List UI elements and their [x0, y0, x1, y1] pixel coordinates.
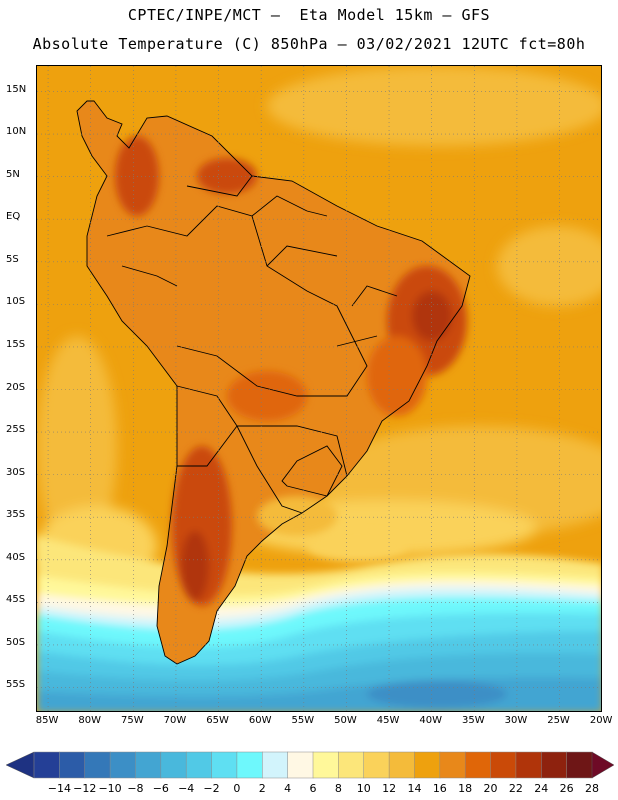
colorbar-label: −4: [178, 782, 195, 795]
colorbar-swatch: [338, 751, 365, 779]
colorbar-label: −10: [98, 782, 122, 795]
country-borders: [76, 100, 471, 665]
lon-label: 35W: [461, 715, 485, 726]
colorbar-label: 24: [534, 782, 549, 795]
lat-label: 50S: [6, 636, 26, 648]
lon-label: 30W: [504, 715, 528, 726]
map-title-line-2: Absolute Temperature (C) 850hPa – 03/02/…: [32, 35, 586, 53]
colorbar-label: −6: [152, 782, 169, 795]
colorbar-label: 0: [233, 782, 241, 795]
temperature-field: [37, 66, 601, 711]
colorbar-label: 8: [334, 782, 342, 795]
colorbar-label: 28: [585, 782, 599, 795]
lat-label: 10N: [6, 126, 27, 138]
colorbar-label: 4: [284, 782, 292, 795]
colorbar-label: 22: [508, 782, 523, 795]
colorbar-swatch: [160, 751, 187, 779]
colorbar-swatch: [566, 751, 593, 779]
lat-label: 5S: [6, 253, 19, 265]
colorbar-label: 18: [458, 782, 473, 795]
lat-label: 20S: [6, 381, 26, 393]
colorbar-label: 26: [559, 782, 574, 795]
lon-label: 25W: [547, 715, 570, 726]
colorbar-label: 16: [432, 782, 447, 795]
temperature-map: [36, 65, 602, 712]
colorbar-swatch: [287, 751, 314, 779]
colorbar-high-arrow: [591, 751, 615, 779]
colorbar-label: 10: [356, 782, 371, 795]
lat-label: EQ: [6, 211, 21, 223]
lat-label: 5N: [6, 168, 20, 180]
lon-label: 55W: [291, 715, 315, 726]
lat-label: 30S: [6, 466, 26, 478]
colorbar-swatch: [312, 751, 339, 779]
colorbar-label: 14: [407, 782, 422, 795]
colorbar: [5, 751, 615, 779]
lat-label: 15N: [6, 83, 27, 95]
colorbar-swatch: [363, 751, 390, 779]
lon-label: 85W: [35, 715, 59, 726]
colorbar-swatch: [388, 751, 416, 779]
colorbar-swatch: [33, 751, 60, 779]
colorbar-label: −14: [47, 782, 71, 795]
lon-label: 20W: [589, 715, 613, 726]
colorbar-swatch: [541, 751, 568, 779]
lon-label: 65W: [206, 715, 229, 726]
lat-label: 45S: [6, 594, 26, 606]
colorbar-swatch: [84, 751, 111, 779]
colorbar-label: −8: [127, 782, 144, 795]
colorbar-swatch: [464, 751, 492, 779]
lon-label: 50W: [334, 715, 357, 726]
colorbar-swatch: [439, 751, 466, 779]
hot-land-areas: [115, 136, 467, 606]
lat-label: 55S: [6, 679, 26, 691]
colorbar-label: 20: [483, 782, 498, 795]
colorbar-label: −12: [73, 782, 97, 795]
colorbar-label: 6: [309, 782, 317, 795]
lat-label: 25S: [6, 424, 26, 436]
lat-label: 35S: [6, 509, 26, 521]
colorbar-swatch: [515, 751, 542, 779]
colorbar-swatch: [211, 751, 238, 779]
colorbar-label: 2: [258, 782, 266, 795]
colorbar-swatch: [59, 751, 86, 779]
colorbar-low-arrow: [5, 751, 35, 779]
colorbar-swatch: [185, 751, 213, 779]
lon-label: 70W: [163, 715, 187, 726]
colorbar-label: 12: [382, 782, 397, 795]
lat-label: 40S: [6, 551, 26, 563]
colorbar-swatch: [262, 751, 289, 779]
map-title-line-1: CPTEC/INPE/MCT – Eta Model 15km – GFS: [127, 6, 491, 24]
lon-label: 60W: [248, 715, 272, 726]
lon-label: 45W: [376, 715, 400, 726]
colorbar-swatch: [236, 751, 263, 779]
colorbar-swatch: [414, 751, 441, 779]
lat-label: 10S: [6, 296, 26, 308]
colorbar-swatch: [135, 751, 162, 779]
lon-label: 80W: [78, 715, 101, 726]
colorbar-label: −2: [203, 782, 220, 795]
colorbar-swatch: [109, 751, 137, 779]
lat-label: 15S: [6, 338, 26, 350]
colorbar-swatch: [490, 751, 517, 779]
lon-label: 75W: [121, 715, 144, 726]
lon-label: 40W: [419, 715, 442, 726]
